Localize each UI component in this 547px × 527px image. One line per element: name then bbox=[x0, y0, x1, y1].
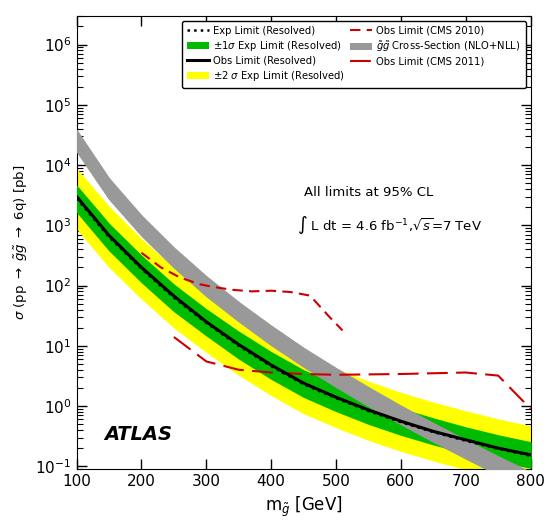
Text: $\int$ L dt = 4.6 fb$^{-1}$,$\sqrt{s}$=7 TeV: $\int$ L dt = 4.6 fb$^{-1}$,$\sqrt{s}$=7… bbox=[297, 213, 482, 236]
X-axis label: m$_{\tilde{g}}$ [GeV]: m$_{\tilde{g}}$ [GeV] bbox=[265, 494, 342, 519]
Legend: Exp Limit (Resolved), $\pm$1$\sigma$ Exp Limit (Resolved), Obs Limit (Resolved),: Exp Limit (Resolved), $\pm$1$\sigma$ Exp… bbox=[183, 21, 526, 88]
Y-axis label: $\sigma$ (pp $\rightarrow$ $\tilde{g}\tilde{g}$ $\rightarrow$ 6q) [pb]: $\sigma$ (pp $\rightarrow$ $\tilde{g}\ti… bbox=[13, 165, 30, 320]
Text: ATLAS: ATLAS bbox=[104, 425, 172, 444]
Text: All limits at 95% CL: All limits at 95% CL bbox=[304, 187, 433, 199]
